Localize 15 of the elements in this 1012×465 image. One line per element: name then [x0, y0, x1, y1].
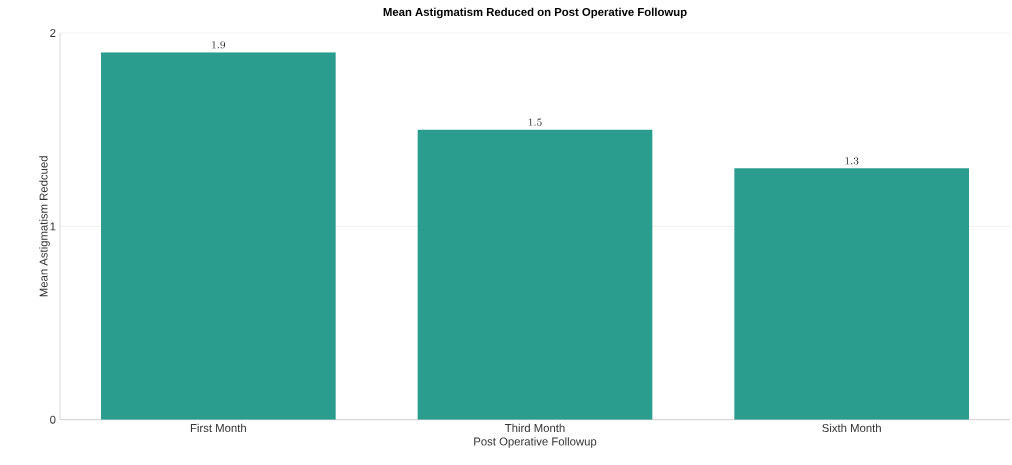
bar: [734, 168, 970, 420]
data-label: 1 .3: [845, 157, 859, 165]
data-label: 1 .5: [528, 118, 542, 126]
x-axis-title: Post Operative Followup: [474, 437, 597, 448]
y-tick-label: 2: [50, 29, 56, 37]
y-axis-title: Mean Astigmatism Redcued: [39, 156, 50, 297]
y-tick-label: 0: [50, 415, 56, 424]
x-tick-label: Sixth Month: [822, 423, 881, 433]
bar: [101, 52, 336, 420]
bar: [417, 129, 653, 420]
y-tick-label: 1: [50, 222, 56, 231]
chart-title: Mean Astigmatism Reduced on Post Operative Followup: [383, 7, 687, 19]
x-tick-label: First Month: [190, 423, 246, 433]
data-label: 1 .9: [212, 41, 226, 49]
x-tick-label: Third Month: [505, 423, 565, 433]
